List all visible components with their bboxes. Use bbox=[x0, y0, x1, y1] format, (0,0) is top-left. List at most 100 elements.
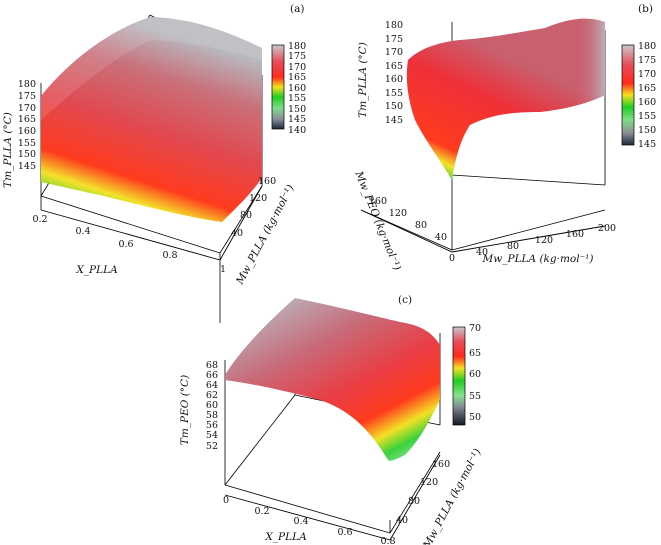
panel-b-y-tick: 80 bbox=[415, 220, 427, 231]
panel-b-z-label: Tm_PLLA (°C) bbox=[357, 42, 369, 118]
panel-b-y-tick: 120 bbox=[389, 208, 407, 219]
panel-c-z-tick: 66 bbox=[206, 370, 218, 381]
panel-b-cb-tick: 170 bbox=[638, 69, 656, 80]
panel-b-y-tick: 40 bbox=[435, 232, 447, 243]
panel-c-z-ticks: 68 66 64 62 60 58 56 54 52 bbox=[206, 360, 218, 452]
panel-c-z-tick: 56 bbox=[206, 420, 218, 431]
panel-a-y-tick: 40 bbox=[231, 228, 243, 239]
panel-a-colorbar-ticks: 180 175 170 165 160 155 150 145 140 bbox=[288, 41, 306, 136]
panel-c-cb-tick: 55 bbox=[469, 391, 481, 402]
panel-a-surface-shade bbox=[41, 17, 262, 120]
panel-c-x-tick: 0.6 bbox=[337, 527, 352, 538]
panel-c-x-tick: 0.2 bbox=[254, 506, 269, 517]
panel-b-surface-sheen bbox=[406, 18, 605, 180]
panel-c-z-tick: 58 bbox=[206, 410, 218, 421]
panel-a-y-tick: 120 bbox=[249, 193, 267, 204]
panel-a-z-tick: 160 bbox=[18, 126, 36, 137]
panel-b-x-tick: 80 bbox=[507, 241, 519, 252]
panel-a-cb-tick: 155 bbox=[288, 93, 306, 104]
panel-c-cb-tick: 60 bbox=[469, 369, 481, 380]
panel-c-colorbar-ticks: 70 65 60 55 50 bbox=[469, 323, 481, 423]
panel-c-cb-tick: 50 bbox=[469, 412, 481, 423]
panel-b-z-tick: 160 bbox=[385, 74, 403, 85]
panel-b-cb-tick: 160 bbox=[638, 97, 656, 108]
panel-a-z-label: Tm_PLLA (°C) bbox=[2, 112, 14, 188]
panel-a-x-tick: 1 bbox=[220, 264, 226, 275]
panel-b-x-tick: 0 bbox=[449, 253, 455, 264]
panel-c-y-tick: 40 bbox=[396, 515, 408, 526]
panel-c-colorbar bbox=[452, 326, 466, 426]
panel-c-x-tick: 0.8 bbox=[380, 536, 395, 545]
panel-a-cb-tick: 140 bbox=[288, 125, 306, 136]
panel-b-cb-tick: 165 bbox=[638, 83, 656, 94]
panel-c-surface bbox=[225, 298, 440, 461]
panel-a-z-tick: 165 bbox=[18, 114, 36, 125]
panel-c-label: (c) bbox=[398, 294, 412, 306]
panel-a-z-tick: 155 bbox=[18, 138, 36, 149]
panel-b-x-ticks: 0 40 80 120 160 200 bbox=[449, 223, 616, 264]
panel-a-z-ticks: 180 175 170 165 160 155 150 145 bbox=[18, 79, 36, 172]
panel-c-x-ticks: 0 0.2 0.4 0.6 0.8 bbox=[223, 495, 396, 545]
panel-c-x-tick: 0 bbox=[223, 495, 229, 506]
panel-c-cb-tick: 70 bbox=[469, 323, 481, 334]
panel-a-cb-tick: 145 bbox=[288, 114, 306, 125]
panel-b-x-tick: 120 bbox=[535, 235, 553, 246]
panel-c-y-tick: 160 bbox=[432, 459, 450, 470]
panel-a-z-tick: 180 bbox=[18, 79, 36, 90]
panel-c-z-tick: 68 bbox=[206, 360, 218, 371]
panel-a-label: (a) bbox=[290, 3, 304, 15]
panel-b-cb-tick: 175 bbox=[638, 55, 656, 66]
panel-a-y-tick: 80 bbox=[240, 210, 252, 221]
panel-c-y-tick: 120 bbox=[420, 477, 438, 488]
panel-c-y-ticks: 40 80 120 160 bbox=[396, 459, 450, 526]
panel-c-x-tick: 0.4 bbox=[293, 516, 308, 527]
panel-a-floor-axes bbox=[40, 185, 263, 261]
panel-a-y-tick: 160 bbox=[258, 176, 276, 187]
panel-a-x-tick: 0.8 bbox=[162, 250, 177, 261]
panel-a-cb-tick: 150 bbox=[288, 104, 306, 115]
panel-b-z-tick: 175 bbox=[385, 34, 403, 45]
panel-a-surface bbox=[41, 17, 262, 222]
panel-b-y-tick: 160 bbox=[369, 196, 387, 207]
panel-b-z-tick: 180 bbox=[385, 20, 403, 31]
panel-b-x-tick: 200 bbox=[598, 223, 616, 234]
panel-b-z-ticks: 180 175 170 165 160 155 150 145 bbox=[385, 20, 403, 126]
panel-b-cb-tick: 180 bbox=[638, 41, 656, 52]
panel-a-cb-tick: 160 bbox=[288, 83, 306, 94]
panel-b-colorbar bbox=[621, 44, 635, 146]
panel-c-y-tick: 80 bbox=[408, 496, 420, 507]
panel-b-z-tick: 170 bbox=[385, 47, 403, 58]
panel-b: 180 175 170 165 160 155 150 145 Tm_PLLA … bbox=[352, 3, 656, 272]
panel-b-y-ticks: 40 80 120 160 bbox=[369, 196, 447, 243]
panel-b-cb-tick: 150 bbox=[638, 125, 656, 136]
panel-c-y-label: Mw_PLLA (kg·mol⁻¹) bbox=[421, 447, 484, 545]
panel-c: 68 66 64 62 60 58 56 54 52 Tm_PEO (°C) 0… bbox=[179, 294, 484, 545]
panel-a-x-tick: 0.2 bbox=[32, 214, 47, 225]
panel-a-x-ticks: 0.2 0.4 0.6 0.8 1 bbox=[32, 214, 226, 275]
panel-c-z-tick: 60 bbox=[206, 400, 218, 411]
panel-a: 180 175 170 165 160 155 150 145 Tm_PLLA … bbox=[2, 3, 306, 323]
panel-b-x-tick: 40 bbox=[476, 247, 488, 258]
panel-a-z-tick: 150 bbox=[18, 149, 36, 160]
panel-c-z-tick: 54 bbox=[206, 430, 218, 441]
panel-a-cb-tick: 175 bbox=[288, 51, 306, 62]
panel-b-x-tick: 160 bbox=[566, 229, 584, 240]
panel-b-z-tick: 165 bbox=[385, 61, 403, 72]
panel-a-cb-tick: 170 bbox=[288, 62, 306, 73]
panel-a-y-ticks: 40 80 120 160 bbox=[231, 176, 276, 239]
panel-b-label: (b) bbox=[638, 3, 653, 15]
panel-a-z-tick: 175 bbox=[18, 91, 36, 102]
panel-a-z-tick: 145 bbox=[18, 161, 36, 172]
panel-b-cb-tick: 155 bbox=[638, 111, 656, 122]
panel-a-cb-tick: 180 bbox=[288, 41, 306, 52]
panel-b-x-label: Mw_PLLA (kg·mol⁻¹) bbox=[482, 253, 594, 265]
panel-b-z-tick: 145 bbox=[385, 115, 403, 126]
panel-b-y-label: Mw_PEO (kg·mol⁻¹) bbox=[352, 169, 403, 272]
panel-b-cb-tick: 145 bbox=[638, 139, 656, 150]
panel-b-colorbar-ticks: 180 175 170 165 160 155 150 145 bbox=[638, 41, 656, 150]
panel-b-z-tick: 150 bbox=[385, 101, 403, 112]
panel-c-z-tick: 64 bbox=[206, 380, 218, 391]
panel-c-floor-axes bbox=[224, 454, 441, 541]
panel-a-z-tick: 170 bbox=[18, 103, 36, 114]
